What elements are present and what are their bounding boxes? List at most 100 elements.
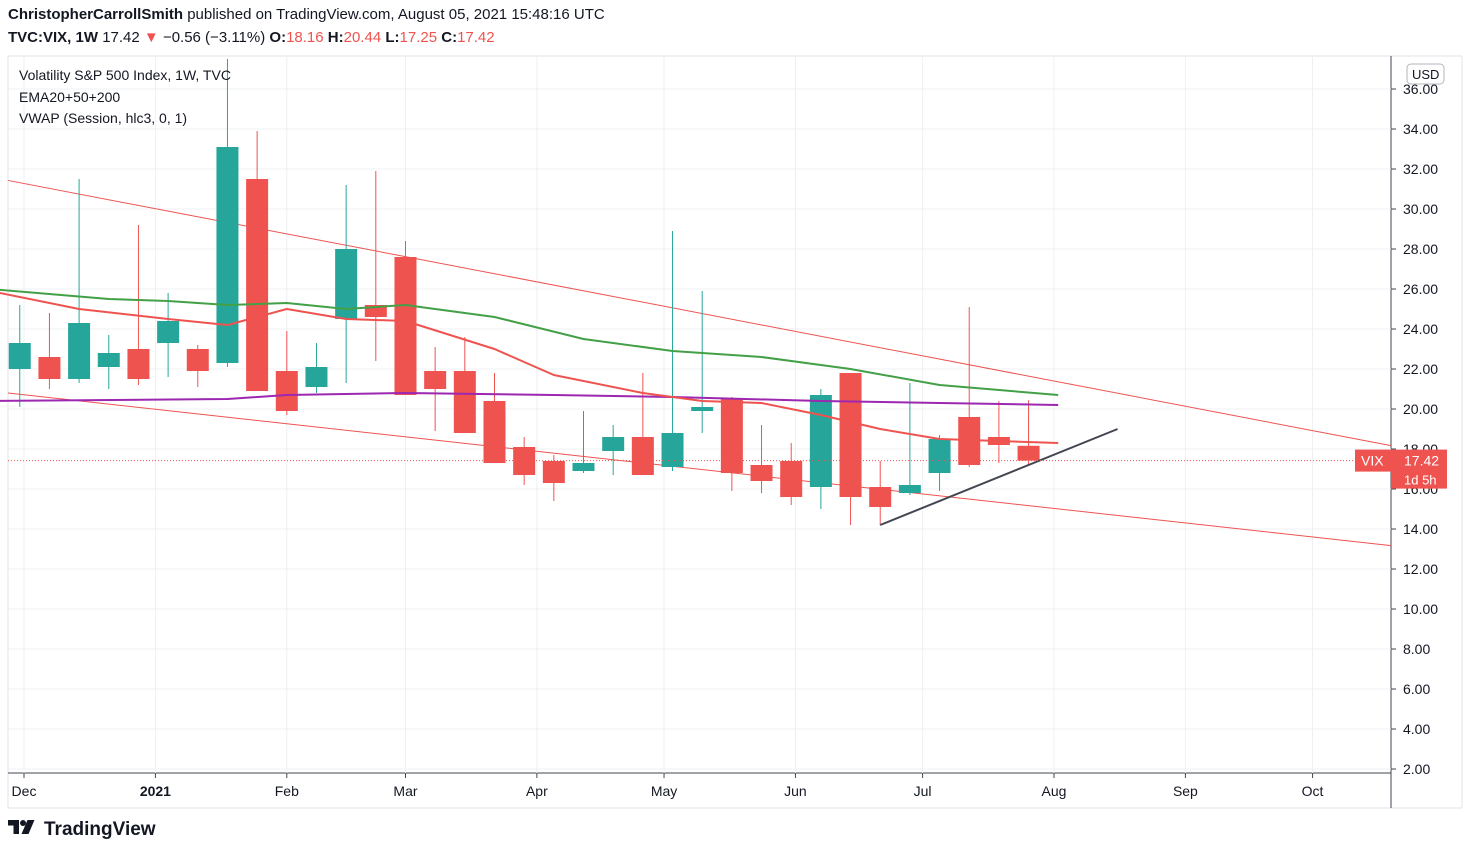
candle-up — [602, 437, 625, 451]
candle-up — [157, 321, 180, 343]
currency-badge[interactable] — [1406, 63, 1445, 85]
high-value: 20.44 — [343, 29, 382, 46]
candle-down — [394, 257, 417, 395]
y-tick-label: 22.00 — [1403, 361, 1438, 377]
last-price-symbol: VIX — [1361, 453, 1384, 469]
candle-down — [720, 399, 743, 473]
ohlc-header: TVC:VIX, 1W 17.42 ▼ −0.56 (−3.11%) O:18.… — [8, 29, 495, 46]
currency-label: USD — [1412, 67, 1439, 82]
grid — [8, 56, 1391, 773]
candle-up — [809, 395, 832, 487]
candle-down — [839, 373, 862, 497]
candle-up — [216, 147, 239, 363]
tradingview-logo-icon — [8, 819, 38, 841]
y-tick-label: 32.00 — [1403, 161, 1438, 177]
candle-down — [38, 357, 61, 379]
high-label: H: — [327, 29, 344, 46]
y-tick-label: 4.00 — [1403, 721, 1430, 737]
candle-up — [928, 439, 951, 473]
support-line[interactable] — [879, 428, 1118, 526]
symbol-label: TVC:VIX, 1W — [8, 29, 99, 46]
legend-ema[interactable]: EMA20+50+200 — [19, 89, 121, 105]
open-value: 18.16 — [286, 29, 324, 46]
chart-frame — [7, 55, 1463, 809]
ema50-line — [0, 288, 1059, 396]
x-tick-label: May — [651, 783, 677, 799]
y-tick-label: 12.00 — [1403, 561, 1438, 577]
published-text: published on TradingView.com, August 05,… — [183, 6, 605, 23]
support-trendline — [879, 428, 1118, 526]
candle-up — [572, 463, 595, 471]
y-tick-label: 36.00 — [1403, 81, 1438, 97]
candle-up — [8, 343, 31, 369]
candle-up — [691, 407, 714, 411]
resistance-trendline — [7, 179, 1392, 447]
x-tick-label: Jul — [914, 783, 932, 799]
candle-down — [542, 461, 565, 483]
time-axis[interactable]: Dec 2021 Feb Mar Apr May Jun Jul Aug Sep Oct — [12, 773, 1324, 799]
x-tick-label: Apr — [526, 783, 548, 799]
candle-down — [453, 371, 476, 433]
close-value: 17.42 — [457, 29, 495, 46]
x-tick-label: Aug — [1042, 783, 1067, 799]
candle-down — [869, 487, 892, 507]
x-tick-label: Mar — [393, 783, 417, 799]
x-tick-label: Jun — [784, 783, 807, 799]
last-price-box — [1355, 449, 1447, 472]
publish-info: ChristopherCarrollSmith published on Tra… — [8, 6, 605, 23]
x-tick-label: Feb — [275, 783, 299, 799]
low-label: L: — [385, 29, 400, 46]
x-tick-label: 2021 — [140, 783, 171, 799]
down-arrow-icon: ▼ — [143, 29, 159, 46]
legend-vwap[interactable]: VWAP (Session, hlc3, 0, 1) — [19, 110, 188, 126]
tradingview-logo[interactable]: TradingView — [8, 819, 156, 841]
y-tick-label: 30.00 — [1403, 201, 1438, 217]
candle-down — [958, 417, 981, 465]
candle-down — [1017, 445, 1040, 461]
y-tick-label: 28.00 — [1403, 241, 1438, 257]
open-label: O: — [269, 29, 287, 46]
y-tick-label: 2.00 — [1403, 761, 1430, 777]
candle-down — [750, 465, 773, 481]
x-tick-label: Sep — [1173, 783, 1198, 799]
candle-down — [483, 401, 506, 463]
countdown-value: 1d 5h — [1404, 473, 1437, 488]
x-tick-label: Dec — [12, 783, 37, 799]
x-tick-label: Oct — [1302, 783, 1324, 799]
vwap-line — [0, 392, 1059, 406]
last-price-value: 17.42 — [1404, 453, 1439, 469]
moving-averages — [0, 288, 1059, 444]
y-tick-label: 8.00 — [1403, 641, 1430, 657]
ema20-line — [0, 291, 1059, 444]
price-change: −0.56 (−3.11%) — [162, 29, 266, 46]
candle-down — [246, 179, 269, 391]
legend-title: Volatility S&P 500 Index, 1W, TVC — [19, 67, 231, 83]
countdown-box — [1391, 470, 1447, 489]
last-price: 17.42 — [102, 29, 140, 46]
candle-up — [305, 367, 328, 387]
tradingview-logo-text: TradingView — [44, 819, 156, 840]
low-value: 17.25 — [399, 29, 438, 46]
y-tick-label: 34.00 — [1403, 121, 1438, 137]
y-tick-label: 20.00 — [1403, 401, 1438, 417]
candle-down — [424, 371, 447, 389]
candle-down — [186, 349, 209, 371]
trendlines[interactable] — [7, 179, 1392, 547]
candle-up — [898, 485, 921, 493]
candle-down — [631, 437, 654, 475]
close-label: C: — [441, 29, 458, 46]
y-tick-label: 10.00 — [1403, 601, 1438, 617]
candle-up — [97, 353, 120, 367]
candle-down — [275, 371, 298, 411]
y-tick-label: 14.00 — [1403, 521, 1438, 537]
candle-down — [127, 349, 150, 379]
author-name[interactable]: ChristopherCarrollSmith — [8, 6, 184, 23]
price-axis[interactable]: 36.00 34.00 32.00 30.00 28.00 26.00 24.00 22.00… — [1391, 81, 1438, 777]
y-tick-label: 6.00 — [1403, 681, 1430, 697]
candle-up — [68, 323, 91, 379]
y-tick-label: 26.00 — [1403, 281, 1438, 297]
channel-bottom-trendline — [7, 392, 1392, 547]
candle-down — [780, 461, 803, 497]
candle-up — [335, 249, 358, 319]
